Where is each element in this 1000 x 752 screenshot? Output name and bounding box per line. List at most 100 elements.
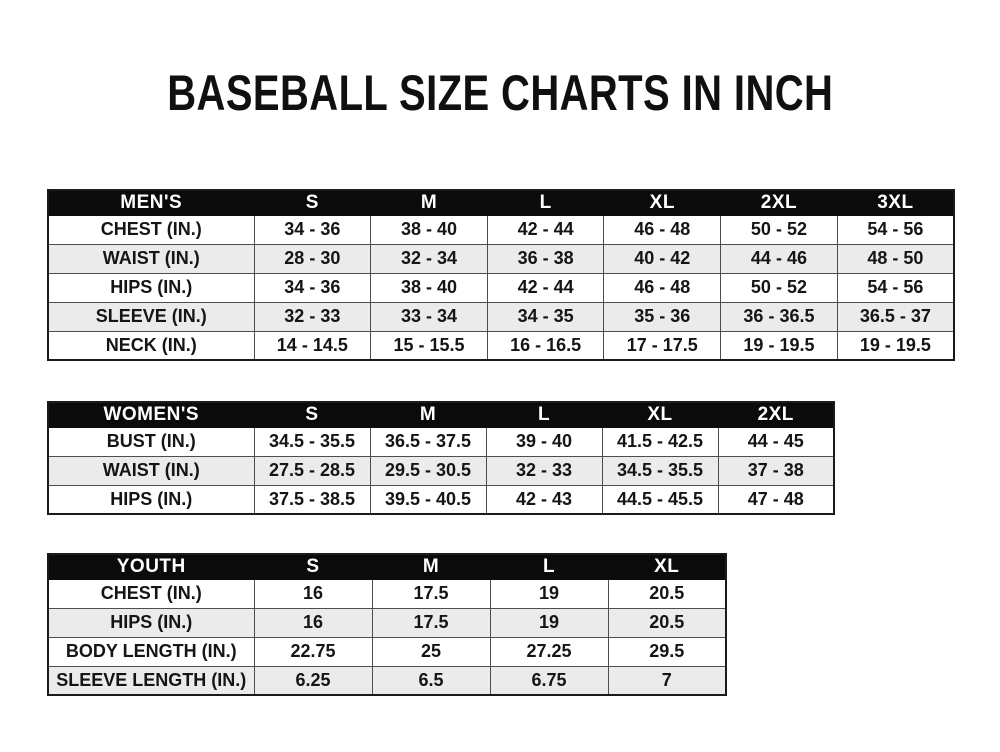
size-value-cell: 6.75 [489,665,609,696]
size-value-cell: 48 - 50 [836,243,955,274]
size-value-cell: 19 [489,578,609,609]
size-value-cell: 42 - 43 [485,484,603,515]
size-value-cell: 37 - 38 [717,455,835,486]
measurement-label: HIPS (IN.) [47,272,255,303]
measurement-label: BUST (IN.) [47,426,255,457]
womens-size-table: WOMEN'S S M L XL 2XL BUST (IN.) 34.5 - 35.5 36.5… [47,401,835,515]
size-column-header: M [370,189,488,216]
size-value-cell: 34 - 36 [253,214,372,245]
size-value-cell: 29.5 [607,636,727,667]
measurement-label: HIPS (IN.) [47,607,255,638]
size-value-cell: 17.5 [371,578,491,609]
size-column-header: XL [601,401,719,428]
size-value-cell: 6.5 [371,665,491,696]
size-value-cell: 17.5 [371,607,491,638]
size-column-header: S [253,401,371,428]
size-value-cell: 20.5 [607,607,727,638]
mens-size-table: MEN'S S M L XL 2XL 3XL CHEST (IN.) 34 - 36 38 - 4… [47,189,955,361]
size-column-header: S [253,553,373,580]
size-column-header: M [369,401,487,428]
measurement-row: WAIST (IN.) 28 - 30 32 - 34 36 - 38 40 - 42 4… [47,243,955,274]
size-value-cell: 32 - 34 [370,243,488,274]
size-value-cell: 20.5 [607,578,727,609]
measurement-row: HIPS (IN.) 34 - 36 38 - 40 42 - 44 46 - 48 50… [47,272,955,303]
size-column-header: 2XL [717,401,835,428]
size-value-cell: 35 - 36 [603,301,722,332]
size-value-cell: 36 - 36.5 [720,301,838,332]
size-value-cell: 36.5 - 37.5 [369,426,487,457]
size-value-cell: 34 - 36 [253,272,372,303]
measurement-row: HIPS (IN.) 37.5 - 38.5 39.5 - 40.5 42 - 43 4… [47,484,835,515]
size-value-cell: 16 [253,607,373,638]
size-value-cell: 34.5 - 35.5 [601,455,719,486]
measurement-label: WAIST (IN.) [47,243,255,274]
measurement-label: HIPS (IN.) [47,484,255,515]
size-column-header: S [253,189,372,216]
size-value-cell: 29.5 - 30.5 [369,455,487,486]
measurement-label: SLEEVE (IN.) [47,301,255,332]
size-value-cell: 39 - 40 [485,426,603,457]
measurement-label: NECK (IN.) [47,330,255,361]
size-value-cell: 42 - 44 [486,214,605,245]
size-value-cell: 38 - 40 [370,272,488,303]
group-name-header: YOUTH [47,553,255,580]
size-column-header: M [371,553,491,580]
size-value-cell: 38 - 40 [370,214,488,245]
size-value-cell: 41.5 - 42.5 [601,426,719,457]
measurement-label: BODY LENGTH (IN.) [47,636,255,667]
size-value-cell: 15 - 15.5 [370,330,488,361]
size-value-cell: 28 - 30 [253,243,372,274]
size-value-cell: 34 - 35 [486,301,605,332]
size-value-cell: 27.5 - 28.5 [253,455,371,486]
size-value-cell: 17 - 17.5 [603,330,722,361]
size-value-cell: 33 - 34 [370,301,488,332]
size-value-cell: 47 - 48 [717,484,835,515]
size-value-cell: 44 - 45 [717,426,835,457]
size-column-header: 2XL [720,189,838,216]
size-value-cell: 54 - 56 [836,272,955,303]
size-value-cell: 27.25 [489,636,609,667]
size-column-header: 3XL [836,189,955,216]
size-value-cell: 6.25 [253,665,373,696]
header-row: MEN'S S M L XL 2XL 3XL [47,189,955,216]
youth-size-table-section: YOUTH S M L XL CHEST (IN.) 16 17.5 19 20.5 HIPS (I… [47,553,727,696]
size-value-cell: 19 - 19.5 [720,330,838,361]
size-value-cell: 46 - 48 [603,214,722,245]
womens-size-table-section: WOMEN'S S M L XL 2XL BUST (IN.) 34.5 - 35.5 36.5… [47,401,835,515]
size-value-cell: 46 - 48 [603,272,722,303]
size-value-cell: 44 - 46 [720,243,838,274]
size-value-cell: 40 - 42 [603,243,722,274]
size-value-cell: 42 - 44 [486,272,605,303]
size-value-cell: 54 - 56 [836,214,955,245]
page-title-text: BASEBALL SIZE CHARTS IN INCH [166,65,834,121]
size-value-cell: 14 - 14.5 [253,330,372,361]
measurement-label: CHEST (IN.) [47,578,255,609]
size-value-cell: 16 [253,578,373,609]
size-value-cell: 50 - 52 [720,214,838,245]
size-value-cell: 19 [489,607,609,638]
size-value-cell: 34.5 - 35.5 [253,426,371,457]
page-title: BASEBALL SIZE CHARTS IN INCH [0,66,1000,120]
measurement-row: NECK (IN.) 14 - 14.5 15 - 15.5 16 - 16.5 17 … [47,330,955,361]
header-row: YOUTH S M L XL [47,553,727,580]
size-column-header: L [486,189,605,216]
size-column-header: L [489,553,609,580]
measurement-row: BODY LENGTH (IN.) 22.75 25 27.25 29.5 [47,636,727,667]
size-column-header: XL [607,553,727,580]
size-value-cell: 36 - 38 [486,243,605,274]
size-value-cell: 39.5 - 40.5 [369,484,487,515]
measurement-row: SLEEVE (IN.) 32 - 33 33 - 34 34 - 35 35 - 36… [47,301,955,332]
measurement-row: SLEEVE LENGTH (IN.) 6.25 6.5 6.75 7 [47,665,727,696]
size-value-cell: 32 - 33 [485,455,603,486]
measurement-row: CHEST (IN.) 34 - 36 38 - 40 42 - 44 46 - 48 5… [47,214,955,245]
measurement-row: CHEST (IN.) 16 17.5 19 20.5 [47,578,727,609]
size-column-header: XL [603,189,722,216]
measurement-row: WAIST (IN.) 27.5 - 28.5 29.5 - 30.5 32 - 33… [47,455,835,486]
size-value-cell: 7 [607,665,727,696]
header-row: WOMEN'S S M L XL 2XL [47,401,835,428]
mens-size-table-section: MEN'S S M L XL 2XL 3XL CHEST (IN.) 34 - 36 38 - 4… [47,189,955,361]
size-value-cell: 25 [371,636,491,667]
size-value-cell: 36.5 - 37 [836,301,955,332]
size-value-cell: 16 - 16.5 [486,330,605,361]
